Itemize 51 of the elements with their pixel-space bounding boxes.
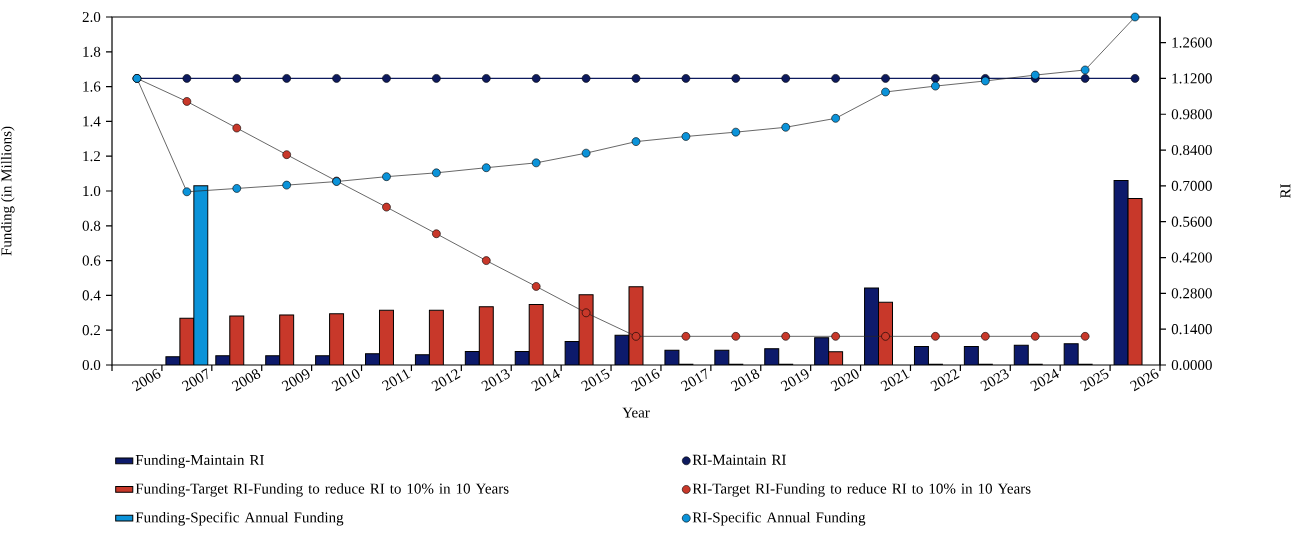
x-tick-label: 2026 xyxy=(1129,368,1159,392)
x-tick-label: 2025 xyxy=(1080,368,1109,392)
y2-axis-title: RI xyxy=(1280,184,1291,199)
y2-tick-label: 0.2800 xyxy=(1171,288,1212,299)
x-axis-title: Year xyxy=(622,407,650,418)
legend-label: RI-Specific Annual Funding xyxy=(692,511,866,526)
y-tick-label: 0.6 xyxy=(82,255,101,266)
y-axis-title: Funding (in Millions) xyxy=(0,126,15,256)
x-tick-label: 2009 xyxy=(281,369,310,392)
y-tick-label: 1.2 xyxy=(83,151,100,162)
y2-tick-label: 0.1400 xyxy=(1171,324,1212,335)
y-tick-label: 1.6 xyxy=(83,81,101,92)
x-tick-label: 2011 xyxy=(381,369,411,391)
legend-label: RI-Target RI-Funding to reduce RI to 10% in 10 Years xyxy=(692,483,1031,497)
y-tick-label: 0.2 xyxy=(82,325,100,336)
y-tick-label: 2.0 xyxy=(82,11,101,23)
x-tick-label: 2013 xyxy=(481,369,510,392)
y2-tick-label: 0.5600 xyxy=(1171,216,1212,227)
y2-tick-label: 0.0000 xyxy=(1171,359,1212,371)
x-tick-label: 2022 xyxy=(930,369,960,392)
x-tick-label: 2006 xyxy=(131,368,161,392)
y2-tick-label: 0.4200 xyxy=(1171,252,1212,263)
legend-label: RI-Maintain RI xyxy=(692,454,786,465)
y-tick-label: 0.8 xyxy=(82,220,101,231)
x-tick-label: 2017 xyxy=(680,368,707,392)
y2-tick-label: 0.7000 xyxy=(1171,180,1212,191)
x-tick-label: 2010 xyxy=(331,369,360,392)
y-tick-label: 1.0 xyxy=(83,185,101,197)
legend-label: Funding-Maintain RI xyxy=(135,454,264,469)
y2-tick-label: 0.8400 xyxy=(1171,144,1212,156)
y2-tick-label: 0.9800 xyxy=(1171,109,1212,120)
x-tick-label: 2021 xyxy=(880,369,910,392)
y-tick-label: 1.8 xyxy=(83,46,101,57)
legend-label: Funding-Specific Annual Funding xyxy=(135,511,344,526)
legend-label: Funding-Target RI-Funding to reduce RI to 10% in 10 Years xyxy=(135,483,509,497)
x-tick-label: 2018 xyxy=(730,369,760,392)
x-tick-label: 2020 xyxy=(830,369,859,392)
x-tick-label: 2024 xyxy=(1030,368,1059,392)
x-tick-label: 2012 xyxy=(431,369,461,392)
x-tick-label: 2007 xyxy=(181,368,208,392)
x-tick-label: 2019 xyxy=(780,369,809,392)
y-tick-label: 1.4 xyxy=(83,116,101,127)
y-tick-label: 0.0 xyxy=(82,359,101,371)
y2-tick-label: 1.2600 xyxy=(1172,37,1212,48)
y2-tick-label: 1.1200 xyxy=(1172,73,1212,84)
x-tick-label: 2023 xyxy=(980,369,1009,392)
y-tick-label: 0.4 xyxy=(82,290,101,301)
x-tick-label: 2014 xyxy=(531,368,560,392)
x-tick-label: 2015 xyxy=(581,368,610,392)
x-tick-label: 2016 xyxy=(630,368,660,392)
x-tick-label: 2008 xyxy=(231,369,261,392)
